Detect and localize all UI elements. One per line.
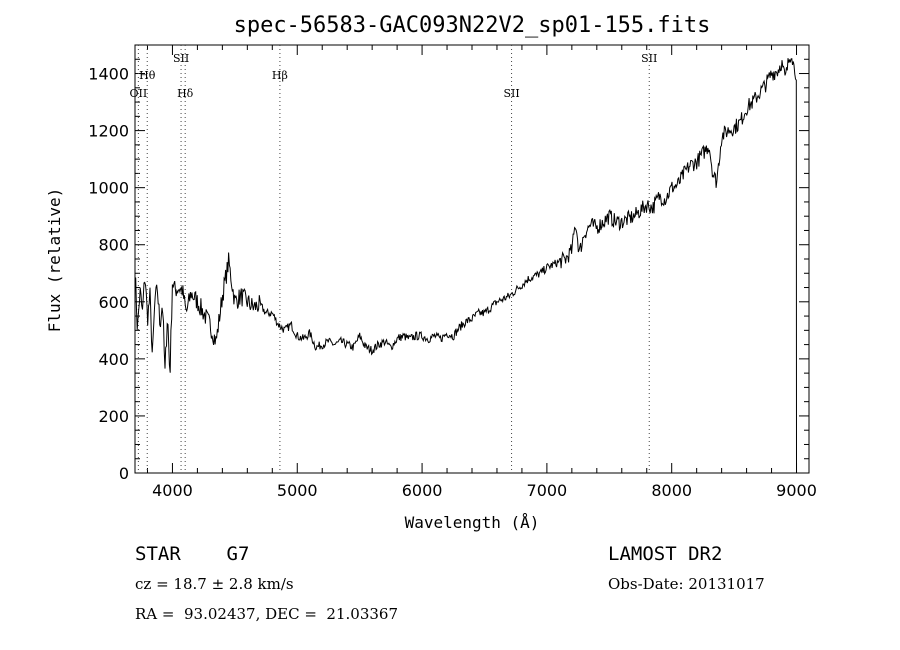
y-tick-label: 600 <box>98 293 129 312</box>
plot-frame <box>134 44 810 474</box>
y-tick-label: 1200 <box>88 122 129 141</box>
x-axis-label: Wavelength (Å) <box>405 513 540 532</box>
y-tick-label: 200 <box>98 407 129 426</box>
spectral-line-label: SII <box>173 52 189 65</box>
spectral-class: STAR G7 <box>135 543 249 565</box>
spectral-line-label: Hβ <box>272 69 288 82</box>
y-tick-label: 0 <box>119 464 129 483</box>
chart-title: spec-56583-GAC093N22V2_sp01-155.fits <box>234 13 711 38</box>
y-tick-label: 1000 <box>88 179 129 198</box>
coordinates-text: RA = 93.02437, DEC = 21.03367 <box>135 605 398 623</box>
x-tick-label: 6000 <box>402 481 443 500</box>
spectrum-line <box>134 58 797 474</box>
spectral-line-label: Hθ <box>139 69 156 82</box>
x-tick-label: 8000 <box>651 481 692 500</box>
x-tick-label: 4000 <box>152 481 193 500</box>
obs-date-text: Obs-Date: 20131017 <box>608 575 765 593</box>
x-tick-label: 5000 <box>277 481 318 500</box>
spectral-line-label: SII <box>503 87 519 100</box>
x-tick-label: 9000 <box>776 481 817 500</box>
redshift-text: cz = 18.7 ± 2.8 km/s <box>135 575 294 593</box>
spectral-line-label: OII <box>130 87 148 100</box>
survey-name: LAMOST DR2 <box>608 543 722 565</box>
y-tick-label: 800 <box>98 236 129 255</box>
spectral-line-label: SII <box>641 52 657 65</box>
x-tick-label: 7000 <box>527 481 568 500</box>
plot-area: 4000 5000 6000 7000 8000 9000 0 200 400 600 800 100… <box>88 44 817 500</box>
spectral-line-label: Hδ <box>177 87 194 100</box>
y-tick-label: 1400 <box>88 65 129 84</box>
y-tick-label: 400 <box>98 350 129 369</box>
y-axis-label: Flux (relative) <box>45 188 64 333</box>
